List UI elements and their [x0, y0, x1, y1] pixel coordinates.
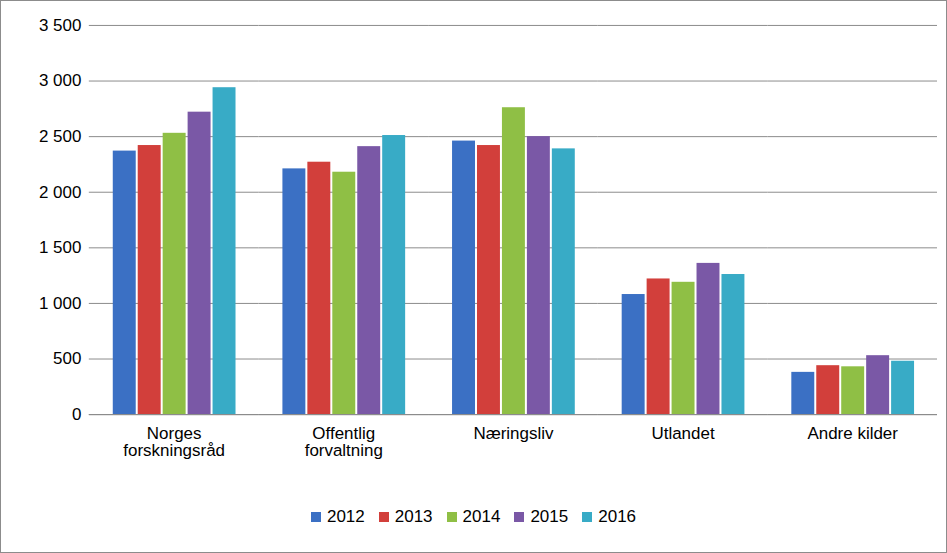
svg-text:500: 500 [53, 349, 81, 368]
svg-text:2 500: 2 500 [39, 127, 81, 146]
svg-text:3 500: 3 500 [39, 16, 81, 35]
svg-text:Norgesforskningsråd: Norgesforskningsråd [123, 424, 225, 460]
html-text:2013: 2013 [394, 507, 433, 526]
svg-text:3 000: 3 000 [39, 71, 81, 90]
svg-text:0: 0 [72, 405, 81, 424]
html-text:2012: 2012 [326, 507, 365, 526]
svg-text:Andre kilder: Andre kilder [807, 424, 898, 443]
svg-text:1 000: 1 000 [39, 294, 81, 313]
html-text:2016: 2016 [598, 507, 637, 526]
svg-text:2 000: 2 000 [39, 183, 81, 202]
svg-text:Utlandet: Utlandet [651, 424, 714, 443]
html-text:2015: 2015 [530, 507, 569, 526]
html-text:2014: 2014 [462, 507, 501, 526]
svg-text:1 500: 1 500 [39, 238, 81, 257]
svg-text:Offentligforvaltning: Offentligforvaltning [305, 424, 383, 460]
svg-text:Næringsliv: Næringsliv [473, 424, 554, 443]
